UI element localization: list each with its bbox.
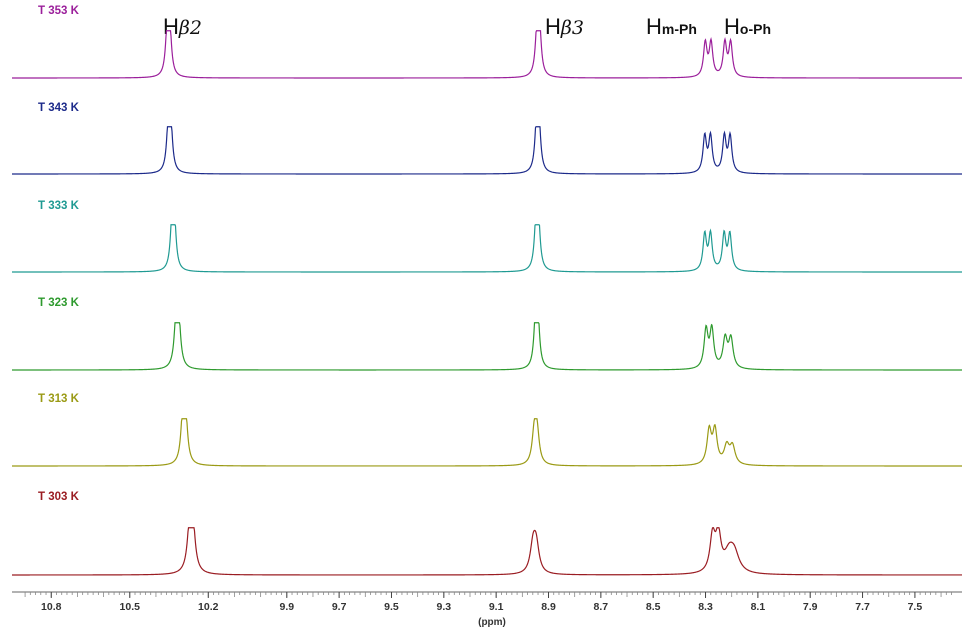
x-tick-label: 9.5: [384, 601, 399, 613]
spectrum-line: [12, 30, 962, 79]
spectrum-series: T 313 K: [12, 393, 962, 467]
peak-label-text: Hm-Ph: [646, 14, 697, 39]
spectrum-line: [12, 322, 962, 371]
x-tick-label: 8.3: [698, 601, 713, 613]
x-axis: 10.8 10.5 10.2 9.9 9.7 9.5 9.3 9.1 8.9 8.7 8.5 8.3 8…: [12, 591, 962, 628]
temperature-label: T 303 K: [38, 491, 80, 503]
peak-label-sub: o-Ph: [740, 21, 771, 37]
peak-label-main: H: [724, 14, 740, 39]
x-tick-label: 7.9: [803, 601, 818, 613]
peak-label-main: H: [163, 14, 179, 39]
x-tick-label: 10.5: [120, 601, 141, 613]
spectrum-line: [12, 224, 962, 273]
x-tick-label: 8.5: [646, 601, 661, 613]
x-tick-label: 8.9: [541, 601, 556, 613]
x-tick-label: 10.8: [41, 601, 62, 613]
x-tick-label: 9.7: [332, 601, 347, 613]
spectrum-series: T 333 K: [12, 200, 962, 273]
x-tick-label: 9.1: [489, 601, 504, 613]
x-tick-label: 7.5: [908, 601, 923, 613]
temperature-label: T 353 K: [38, 5, 80, 17]
temperature-label: T 333 K: [38, 200, 80, 212]
x-tick-label: 8.7: [594, 601, 609, 613]
temperature-label: T 313 K: [38, 393, 80, 405]
peak-label: Hm-Ph: [646, 14, 697, 39]
x-axis-title: (ppm): [478, 617, 506, 628]
spectrum-series: T 323 K: [12, 297, 962, 371]
peak-label-greek: β3: [560, 17, 584, 39]
temperature-label: T 323 K: [38, 297, 80, 309]
peak-label-main: H: [646, 14, 662, 39]
spectrum-line: [12, 126, 962, 175]
spectrum-series: T 303 K: [12, 491, 962, 576]
spectrum-series: T 343 K: [12, 102, 962, 175]
temperature-label: T 343 K: [38, 102, 80, 114]
peak-label-main: H: [545, 14, 561, 39]
peak-label: Hβ2: [163, 14, 202, 39]
x-tick-label: 8.1: [751, 601, 766, 613]
x-tick-label: 10.2: [198, 601, 219, 613]
x-tick-label: 7.7: [855, 601, 870, 613]
x-tick-label: 9.9: [279, 601, 294, 613]
spectrum-line: [12, 418, 962, 467]
peak-label-text: Ho-Ph: [724, 14, 771, 39]
peak-label-text: Hβ2: [163, 14, 202, 39]
x-tick-label: 9.3: [437, 601, 452, 613]
peak-label-greek: β2: [178, 17, 202, 39]
peak-label-text: Hβ3: [545, 14, 584, 39]
peak-label: Ho-Ph: [724, 14, 771, 39]
spectrum-series: T 353 K: [12, 5, 962, 79]
peak-label: Hβ3: [545, 14, 584, 39]
peak-label-sub: m-Ph: [662, 21, 697, 37]
spectrum-line: [12, 527, 962, 576]
